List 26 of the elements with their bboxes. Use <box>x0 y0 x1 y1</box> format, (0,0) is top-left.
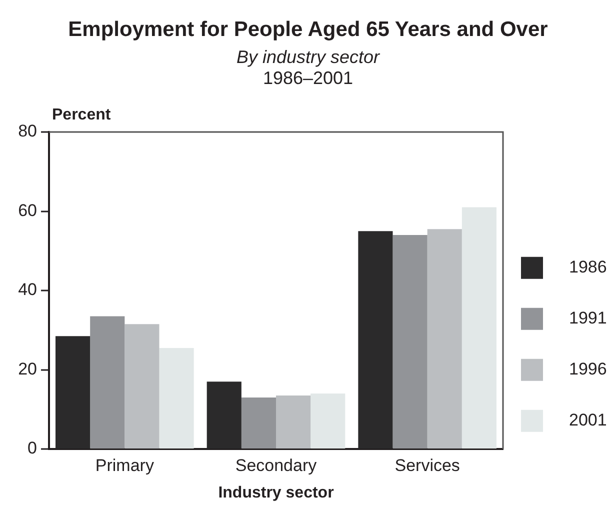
text: 1986–2001 <box>262 68 354 89</box>
legend-label: 1991 <box>569 308 607 328</box>
bar <box>90 316 125 448</box>
bar <box>392 235 428 448</box>
x-tick-label: Secondary <box>235 456 318 475</box>
bar <box>241 397 276 448</box>
legend-label: 1986 <box>569 258 607 277</box>
y-tick-label: 40 <box>18 280 37 300</box>
y-tick-label: 80 <box>18 122 37 141</box>
bar <box>124 324 160 448</box>
bar <box>159 348 194 448</box>
chart-title: Employment for People Aged 65 Years and Over <box>67 18 549 42</box>
y-tick-label: 0 <box>28 438 37 458</box>
legend-label: 2001 <box>569 410 607 430</box>
y-tick-label: 20 <box>18 359 37 378</box>
y-tick-label: 60 <box>18 200 37 220</box>
legend-label: 1996 <box>569 360 607 379</box>
bar <box>310 394 346 448</box>
chart-subtitle: By industry sector <box>235 47 381 68</box>
bar <box>427 229 462 448</box>
y-axis-title: Percent <box>52 106 112 124</box>
bar <box>276 396 311 448</box>
x-axis-title: Industry sector <box>218 484 334 502</box>
bar <box>462 207 496 448</box>
x-tick-label: Primary <box>95 456 154 475</box>
x-tick-label: Services <box>394 456 460 475</box>
